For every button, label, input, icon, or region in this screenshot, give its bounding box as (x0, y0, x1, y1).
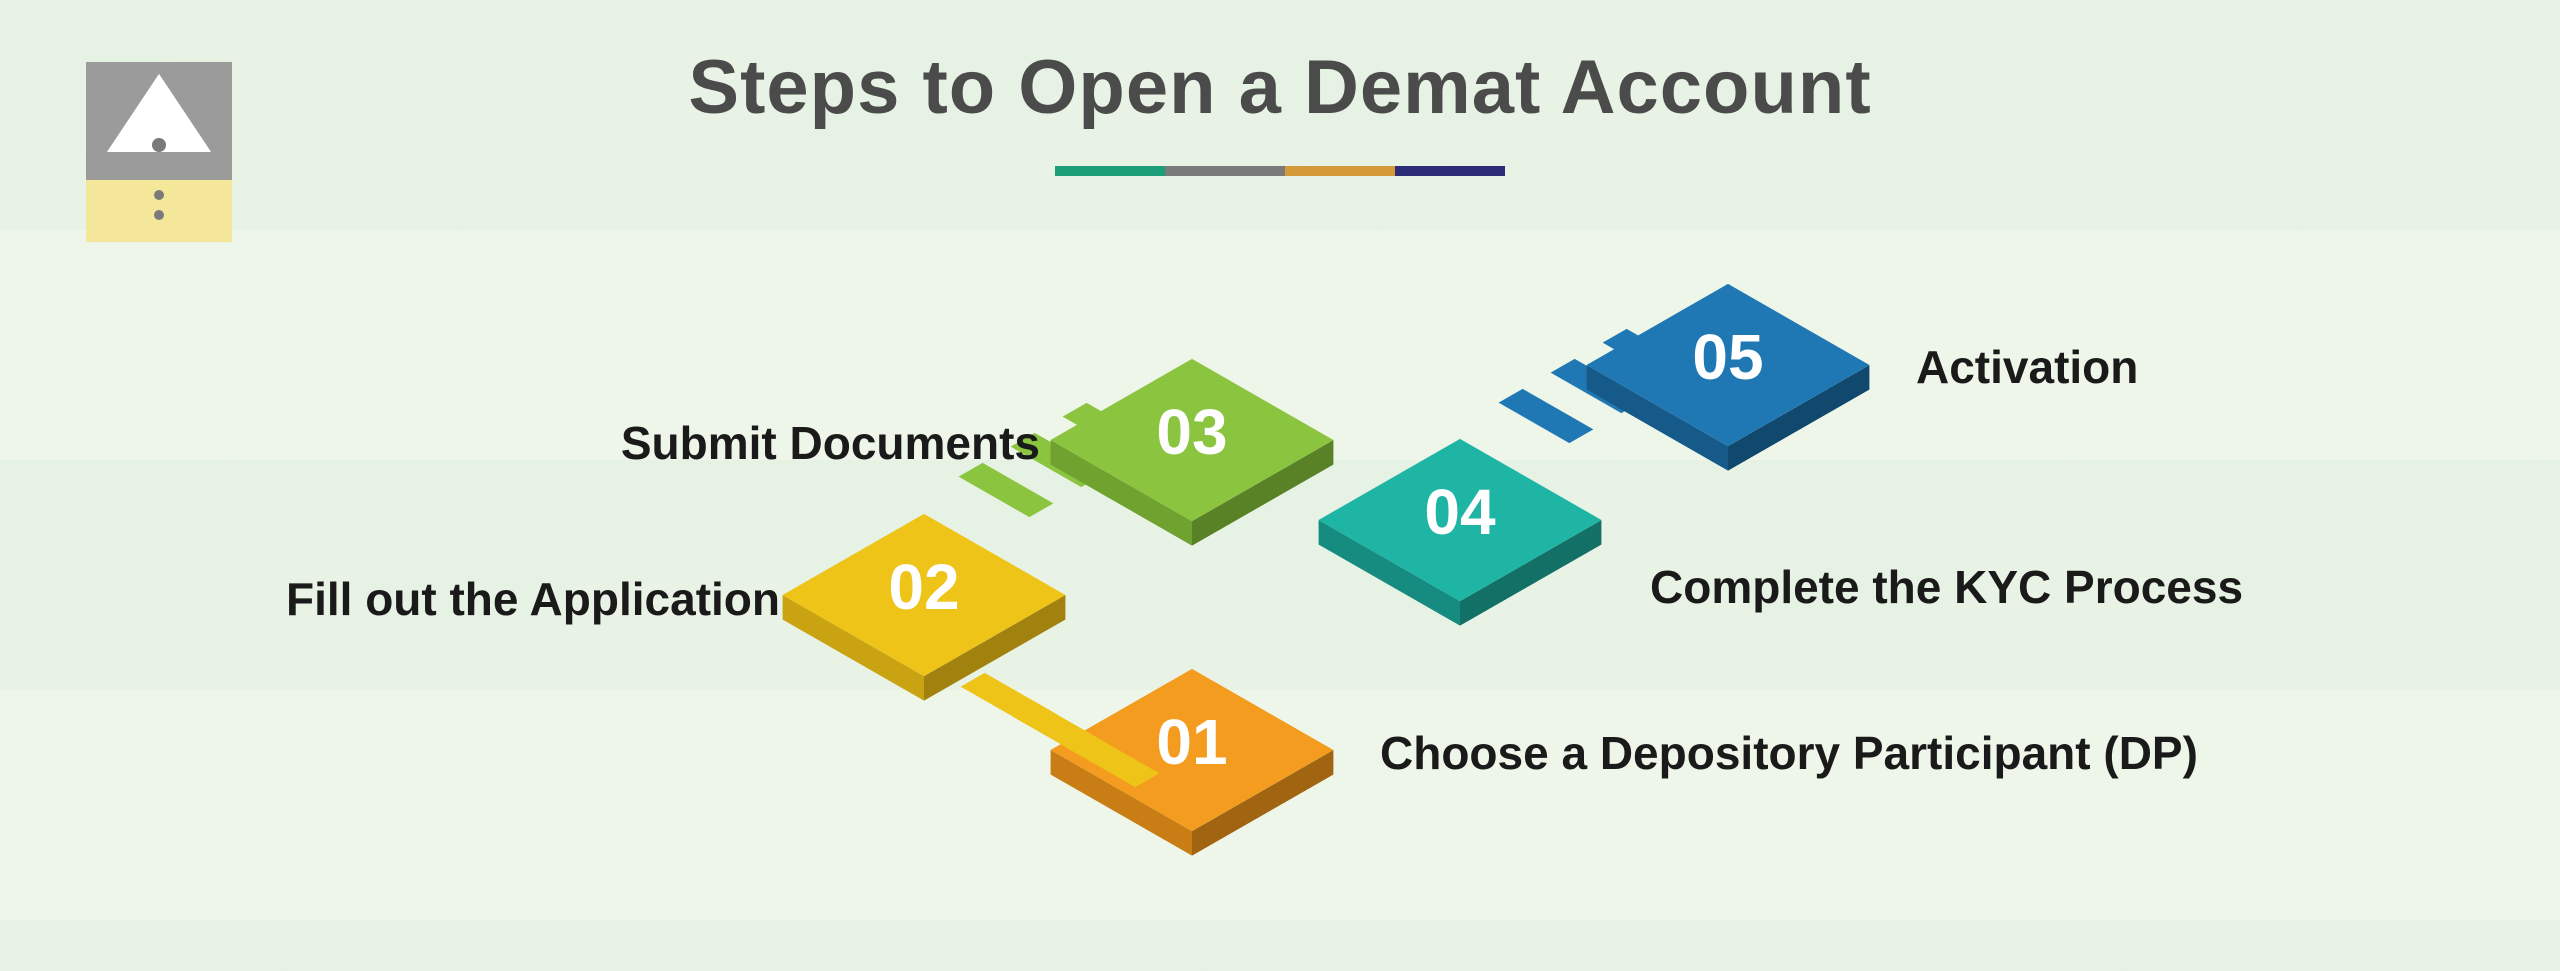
logo-icon (86, 62, 232, 180)
logo (86, 62, 232, 242)
underline-segment (1055, 166, 1165, 176)
step-label-03: Submit Documents (621, 416, 1040, 470)
step-tile-03: 03 (1092, 340, 1292, 540)
step-number: 04 (1424, 475, 1495, 549)
step-label-05: Activation (1916, 340, 2138, 394)
step-tile-02: 02 (824, 495, 1024, 695)
step-connector (1496, 399, 1596, 433)
step-number: 01 (1156, 705, 1227, 779)
step-label-04: Complete the KYC Process (1650, 560, 2243, 614)
step-number: 05 (1692, 320, 1763, 394)
step-tile-05: 05 (1628, 265, 1828, 465)
step-number: 02 (888, 550, 959, 624)
underline-segment (1285, 166, 1395, 176)
page-title: Steps to Open a Demat Account (688, 44, 1871, 131)
step-connector (956, 473, 1056, 507)
step-label-01: Choose a Depository Participant (DP) (1380, 726, 2198, 780)
underline-segment (1395, 166, 1505, 176)
step-connector (1062, 743, 1162, 777)
step-number: 03 (1156, 395, 1227, 469)
step-label-02: Fill out the Application (286, 572, 780, 626)
logo-base (86, 180, 232, 242)
step-tile-04: 04 (1360, 420, 1560, 620)
underline-segment (1165, 166, 1285, 176)
title-underline (1055, 166, 1505, 176)
